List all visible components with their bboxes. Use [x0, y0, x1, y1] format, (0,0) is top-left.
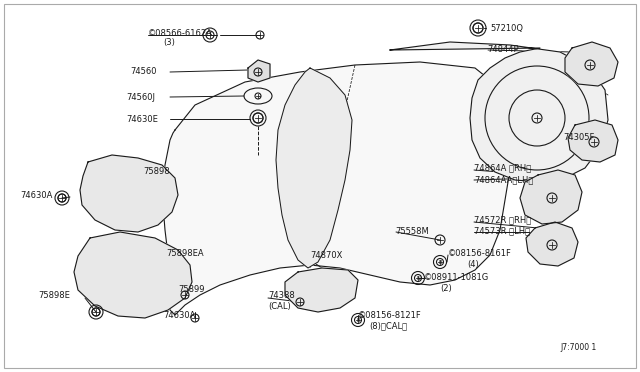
Text: B: B	[438, 260, 442, 264]
Text: 75899: 75899	[178, 285, 205, 295]
Text: 74573R 〈LH〉: 74573R 〈LH〉	[474, 227, 530, 235]
Text: ©08911-1081G: ©08911-1081G	[424, 273, 489, 282]
Text: 75558M: 75558M	[395, 228, 429, 237]
Polygon shape	[276, 68, 352, 268]
Polygon shape	[74, 232, 192, 318]
Text: (2): (2)	[440, 283, 452, 292]
Text: 75898EA: 75898EA	[166, 250, 204, 259]
Text: (4): (4)	[467, 260, 479, 269]
Text: 74864AA〈LH〉: 74864AA〈LH〉	[474, 176, 533, 185]
Text: 75898E: 75898E	[38, 291, 70, 299]
Polygon shape	[520, 170, 582, 224]
Text: B: B	[356, 317, 360, 323]
Polygon shape	[526, 222, 578, 266]
Text: (CAL): (CAL)	[268, 302, 291, 311]
Text: 74388: 74388	[268, 292, 295, 301]
Polygon shape	[568, 120, 618, 162]
Polygon shape	[80, 155, 178, 232]
Text: ©08156-8161F: ©08156-8161F	[448, 248, 512, 257]
Text: 74844P: 74844P	[487, 45, 518, 54]
Text: 57210Q: 57210Q	[490, 23, 523, 32]
Text: 74560J: 74560J	[126, 93, 155, 102]
Polygon shape	[248, 60, 270, 82]
Text: 74630A: 74630A	[20, 192, 52, 201]
Text: (3): (3)	[163, 38, 175, 48]
Text: (8)〈CAL〉: (8)〈CAL〉	[369, 321, 407, 330]
Text: 74630E: 74630E	[126, 115, 158, 124]
Text: 74630A: 74630A	[163, 311, 195, 321]
Polygon shape	[163, 62, 520, 315]
Text: 74864A 〈RH〉: 74864A 〈RH〉	[474, 164, 531, 173]
Text: 74560: 74560	[130, 67, 157, 77]
Polygon shape	[565, 42, 618, 86]
Text: 74870X: 74870X	[310, 251, 342, 260]
Text: J7:7000 1: J7:7000 1	[560, 343, 596, 353]
Text: ©08156-8121F: ©08156-8121F	[358, 311, 422, 320]
Text: S: S	[209, 32, 212, 38]
Text: 74305F: 74305F	[563, 134, 595, 142]
Text: 75898: 75898	[143, 167, 170, 176]
Polygon shape	[285, 268, 358, 312]
Text: N: N	[416, 276, 420, 280]
Text: ©08566-6162A: ©08566-6162A	[148, 29, 213, 38]
Text: 74572R 〈RH〉: 74572R 〈RH〉	[474, 215, 531, 224]
Polygon shape	[390, 42, 608, 182]
